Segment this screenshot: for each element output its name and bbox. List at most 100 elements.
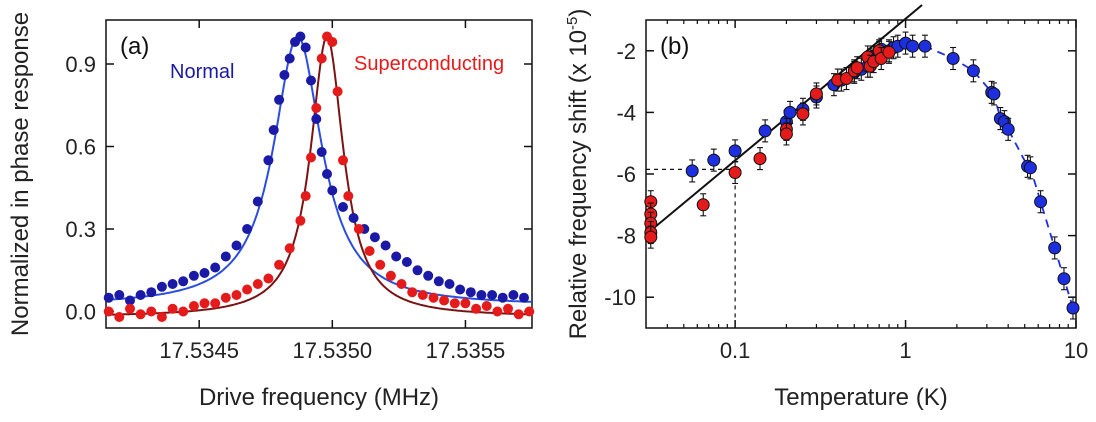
panel-a-y-tick-label: 0.6 xyxy=(65,135,96,160)
marker xyxy=(1023,161,1037,175)
data-point-red xyxy=(796,102,810,126)
marker xyxy=(707,153,721,167)
data-point-normal xyxy=(295,31,306,42)
data-point-normal xyxy=(487,290,498,300)
panel-b-data-points xyxy=(644,31,1080,320)
panel-b-y-tick-label: -10 xyxy=(604,285,636,310)
data-point-red xyxy=(809,82,823,106)
data-point-blue xyxy=(1023,156,1037,180)
data-point-normal xyxy=(167,279,178,289)
data-point-blue xyxy=(1034,190,1048,214)
data-point-superconducting xyxy=(385,270,396,281)
data-point-superconducting xyxy=(503,303,513,314)
panel-a-label: (a) xyxy=(120,33,149,60)
data-point-blue xyxy=(728,139,742,163)
panel-a-plot-frame xyxy=(105,19,533,329)
panel-a-chart: 17.5345 17.5350 17.5355 0.0 0.3 0.6 0.9 (a) No… xyxy=(7,12,535,411)
data-point-superconducting xyxy=(295,215,306,226)
data-point-red xyxy=(728,160,742,185)
data-point-red xyxy=(696,193,710,217)
data-point-superconducting xyxy=(316,53,327,64)
marker xyxy=(644,230,658,244)
panel-b-y-tick-label: -6 xyxy=(616,162,636,187)
data-point-normal xyxy=(327,185,338,196)
panel-b-ticks: 0.1 1 10 -2 -4 -6 -8 -10 xyxy=(604,20,1088,363)
legend-superconducting: Superconducting xyxy=(354,53,504,75)
data-point-superconducting xyxy=(407,287,418,298)
data-point-normal xyxy=(284,53,295,64)
panel-b-x-tick-label: 10 xyxy=(1064,338,1088,363)
marker xyxy=(1048,241,1062,255)
marker xyxy=(946,52,960,65)
data-point-normal xyxy=(444,279,455,289)
panel-b-x-tick-label: 0.1 xyxy=(720,338,751,363)
data-point-superconducting xyxy=(125,303,135,314)
panel-b-y-axis-title-close: ) xyxy=(565,9,592,17)
marker xyxy=(882,45,896,59)
panel-b-chart: 0.1 1 10 -2 -4 -6 -8 -10 (b) Temperature (K) Re… xyxy=(564,4,1088,411)
panel-b-y-tick-label: -2 xyxy=(616,39,636,64)
data-point-normal xyxy=(274,94,285,105)
data-point-normal xyxy=(465,287,476,298)
data-point-superconducting xyxy=(252,279,263,289)
marker xyxy=(850,61,864,75)
data-point-blue xyxy=(685,159,699,183)
fit-curve-normal xyxy=(105,35,533,303)
data-point-normal xyxy=(476,290,487,300)
data-point-normal xyxy=(311,114,322,124)
data-point-superconducting xyxy=(284,243,295,254)
marker xyxy=(809,87,823,101)
panel-a-fit-curves xyxy=(105,35,533,316)
data-point-blue xyxy=(1001,117,1015,141)
data-point-normal xyxy=(231,240,242,251)
data-point-blue xyxy=(966,59,980,83)
data-point-superconducting xyxy=(146,306,157,317)
panel-a-ticks: 17.5345 17.5350 17.5355 0.0 0.3 0.6 0.9 xyxy=(65,20,532,363)
marker xyxy=(1001,122,1015,136)
data-point-normal xyxy=(178,276,189,287)
data-point-superconducting xyxy=(156,312,167,322)
marker xyxy=(1066,301,1080,315)
panel-a-y-axis-title: Normalized in phase response xyxy=(7,12,34,336)
marker xyxy=(906,39,920,53)
data-point-superconducting xyxy=(338,155,348,166)
data-point-blue xyxy=(1048,236,1062,260)
data-point-normal xyxy=(242,224,253,234)
panel-a-data-points xyxy=(103,31,535,322)
data-point-normal xyxy=(508,290,519,300)
panel-b-label: (b) xyxy=(660,33,689,60)
data-point-superconducting xyxy=(220,292,231,303)
data-point-superconducting xyxy=(210,298,221,309)
data-point-normal xyxy=(300,42,311,53)
data-point-blue xyxy=(918,34,932,58)
panel-a-y-tick-label: 0.0 xyxy=(65,300,96,325)
data-point-superconducting xyxy=(492,306,503,317)
data-point-blue xyxy=(906,34,920,58)
data-point-red xyxy=(753,147,767,171)
data-point-superconducting xyxy=(167,303,178,314)
data-point-red xyxy=(882,40,896,64)
marker xyxy=(728,144,742,158)
fit-curve-superconducting xyxy=(106,36,533,316)
data-point-normal xyxy=(316,147,327,157)
high-temperature-trend-curve xyxy=(897,42,1074,309)
data-point-superconducting xyxy=(103,306,114,317)
data-point-normal xyxy=(210,262,221,273)
data-point-superconducting xyxy=(375,259,386,270)
data-point-superconducting xyxy=(417,290,428,300)
data-point-normal xyxy=(279,70,290,80)
marker xyxy=(753,152,767,166)
data-point-blue xyxy=(1057,267,1071,291)
marker xyxy=(779,127,793,141)
panel-b-y-tick-label: -8 xyxy=(616,224,636,249)
marker xyxy=(758,124,772,138)
data-point-normal xyxy=(455,284,466,295)
data-point-superconducting xyxy=(263,273,274,284)
data-point-normal xyxy=(338,202,348,212)
panel-b-y-axis-title: Relative frequency shift (x 10-5) xyxy=(564,9,592,340)
data-point-normal xyxy=(252,196,263,207)
panel-a-x-tick-label: 17.5345 xyxy=(159,338,239,363)
data-point-superconducting xyxy=(471,303,482,314)
data-point-blue xyxy=(946,46,960,71)
panel-b-x-tick-label: 1 xyxy=(899,338,911,363)
